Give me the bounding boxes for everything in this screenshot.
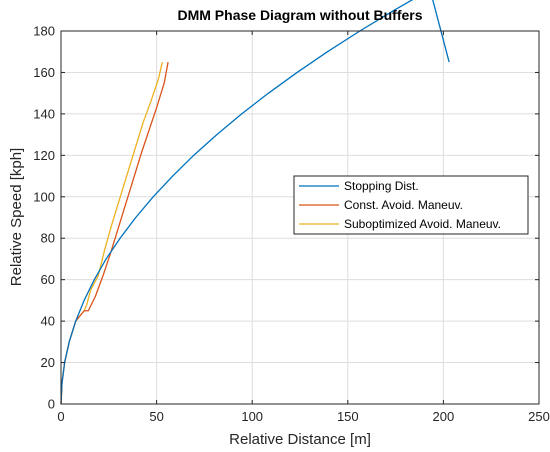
series-line-0 [60,0,450,405]
legend: Stopping Dist. Const. Avoid. Maneuv. Sub… [293,175,529,235]
y-tick-labels: 0 20 40 60 80 100 120 140 160 180 [33,24,55,412]
y-tick-label: 120 [33,148,55,163]
legend-label-const: Const. Avoid. Maneuv. [344,198,463,212]
y-tick-label: 80 [41,231,55,246]
x-tick-label: 150 [337,409,359,424]
y-tick-label: 100 [33,189,55,204]
y-tick-label: 40 [41,314,55,329]
y-tick-label: 140 [33,106,55,121]
x-tick-label: 0 [57,409,64,424]
x-tick-label: 200 [433,409,455,424]
grid-lines [60,30,540,405]
y-axis-label: Relative Speed [kph] [8,148,25,286]
y-tick-label: 180 [33,24,55,39]
plot-frame [60,30,540,405]
series-layer [60,0,450,405]
x-tick-labels: 0 50 100 150 200 250 [57,409,549,424]
legend-label-subopt: Suboptimized Avoid. Maneuv. [344,217,501,231]
y-tick-label: 60 [41,272,55,287]
y-tick-label: 0 [48,397,55,412]
y-tick-label: 20 [41,355,55,370]
legend-label-stopping: Stopping Dist. [344,179,419,193]
x-tick-label: 50 [149,409,163,424]
y-tick-label: 160 [33,65,55,80]
ticks [60,30,540,405]
chart-title: DMM Phase Diagram without Buffers [177,7,422,23]
x-tick-label: 250 [528,409,550,424]
x-tick-label: 100 [241,409,263,424]
x-axis-label: Relative Distance [m] [229,431,371,448]
